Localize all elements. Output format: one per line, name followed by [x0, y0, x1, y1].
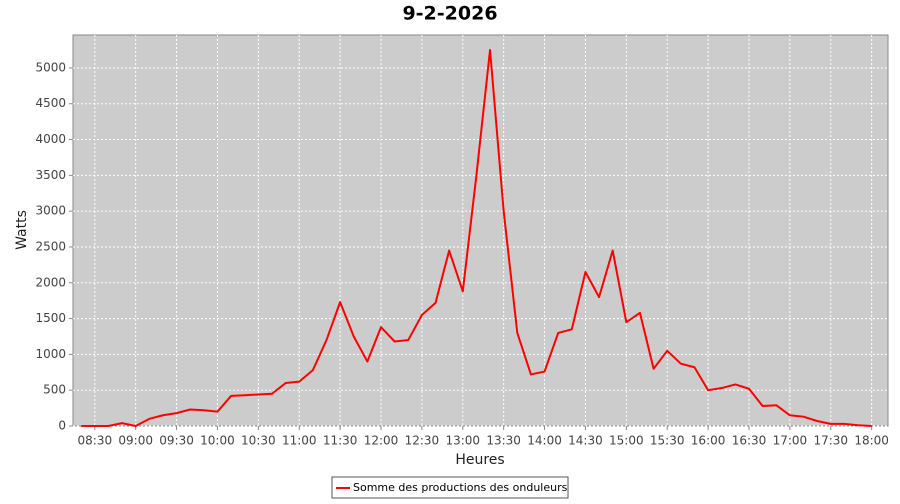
legend-label: Somme des productions des onduleurs — [353, 481, 568, 494]
y-tick-label: 0 — [58, 419, 66, 433]
legend — [331, 476, 569, 499]
x-tick-label: 11:00 — [282, 434, 317, 448]
x-tick-label: 17:00 — [773, 434, 808, 448]
x-tick-label: 12:30 — [405, 434, 440, 448]
x-tick-label: 18:00 — [854, 434, 889, 448]
x-tick-label: 15:30 — [650, 434, 685, 448]
y-tick-label: 500 — [43, 383, 66, 397]
y-tick-label: 2500 — [35, 239, 66, 253]
y-tick-label: 3500 — [35, 168, 66, 182]
y-axis-label: Watts — [14, 210, 30, 250]
data-line — [81, 49, 872, 427]
y-tick-label: 3000 — [35, 204, 66, 218]
x-tick-label: 08:30 — [78, 434, 113, 448]
x-tick-label: 10:30 — [241, 434, 276, 448]
chart-title: 9-2-2026 — [402, 3, 497, 25]
y-tick-label: 2000 — [35, 275, 66, 289]
y-tick-label: 1000 — [35, 347, 66, 361]
x-tick-label: 09:00 — [118, 434, 153, 448]
x-tick-label: 13:00 — [445, 434, 480, 448]
y-tick-label: 5000 — [35, 60, 66, 74]
x-tick-label: 13:30 — [486, 434, 521, 448]
x-tick-label: 10:00 — [200, 434, 235, 448]
x-tick-label: 14:00 — [527, 434, 562, 448]
x-tick-label: 16:00 — [691, 434, 726, 448]
x-tick-label: 17:30 — [813, 434, 848, 448]
x-tick-label: 15:00 — [609, 434, 644, 448]
x-tick-label: 11:30 — [323, 434, 358, 448]
x-tick-label: 14:30 — [568, 434, 603, 448]
plot-area — [72, 34, 889, 427]
x-axis-label: Heures — [455, 452, 504, 468]
y-tick-label: 4500 — [35, 96, 66, 110]
y-tick-label: 1500 — [35, 311, 66, 325]
y-tick-label: 4000 — [35, 132, 66, 146]
x-tick-label: 12:00 — [364, 434, 399, 448]
x-tick-label: 16:30 — [732, 434, 767, 448]
x-tick-label: 09:30 — [159, 434, 194, 448]
